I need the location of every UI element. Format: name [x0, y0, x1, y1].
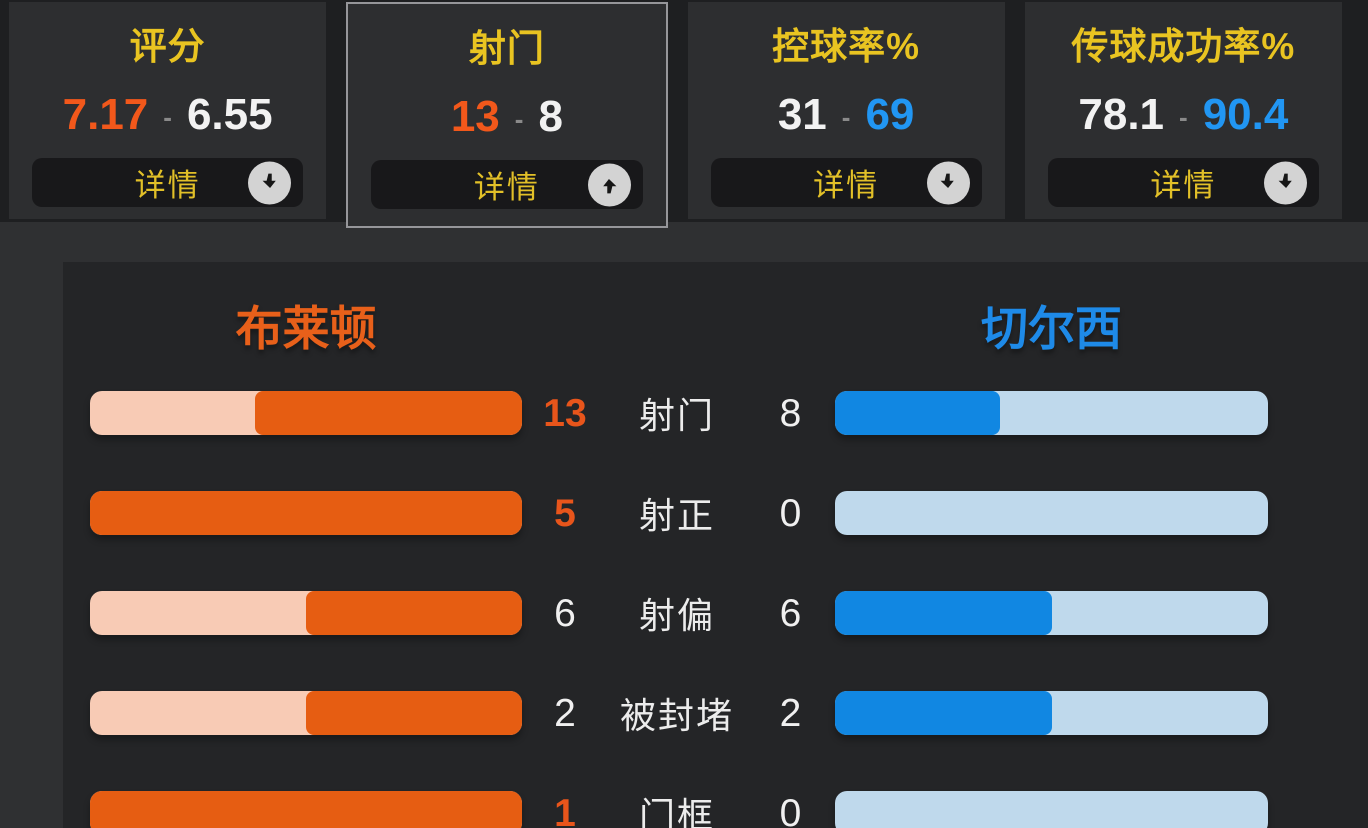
- arrow-up-icon: [587, 163, 631, 206]
- home-value: 31: [777, 90, 827, 139]
- stat-tabs-strip: 评分 7.17 - 6.55 详情 射门 13 - 8 详情 控球率% 31: [0, 0, 1368, 228]
- stat-label: 门框: [638, 795, 715, 828]
- tab-title: 射门: [468, 28, 545, 69]
- stat-label: 射正: [638, 495, 715, 536]
- value-separator: -: [163, 102, 172, 132]
- away-value: 8: [538, 92, 563, 141]
- detail-button-label: 详情: [813, 168, 880, 203]
- home-team-name: 布莱顿: [235, 302, 377, 355]
- stat-label: 射门: [638, 395, 715, 436]
- away-value: 69: [865, 90, 915, 139]
- home-stat-bar: [90, 791, 522, 828]
- detail-button[interactable]: 详情: [1047, 158, 1319, 207]
- stat-label: 射偏: [638, 595, 715, 636]
- stat-comparison-row: 5 射正 0: [63, 487, 1368, 536]
- tab-values: 31 - 69: [778, 93, 915, 137]
- detail-button-label: 详情: [473, 170, 540, 205]
- away-bar-fill: [835, 591, 1052, 635]
- home-bar-fill: [90, 491, 522, 535]
- value-separator: -: [1179, 102, 1188, 132]
- away-team-name: 切尔西: [981, 302, 1122, 355]
- detail-button[interactable]: 详情: [371, 160, 643, 209]
- home-value: 78.1: [1078, 90, 1165, 139]
- away-stat-bar: [835, 591, 1268, 635]
- tab-title: 评分: [129, 26, 206, 67]
- home-bar-fill: [254, 391, 522, 435]
- away-bar-fill: [835, 691, 1052, 735]
- shots-detail-panel: 布莱顿 切尔西 13 射门 8 5 射正 0 6 射偏 6 2 被封堵 2 1 …: [63, 262, 1368, 828]
- stat-tab-4[interactable]: 传球成功率% 78.1 - 90.4 详情: [1024, 2, 1342, 219]
- home-value: 7.17: [62, 90, 149, 139]
- stat-tab-1[interactable]: 评分 7.17 - 6.55 详情: [9, 2, 327, 219]
- arrow-down-icon: [1264, 161, 1307, 204]
- detail-button-label: 详情: [134, 168, 201, 203]
- home-stat-bar: [90, 591, 522, 635]
- detail-button-label: 详情: [1150, 168, 1217, 203]
- home-bar-fill: [90, 791, 522, 828]
- stat-tab-3[interactable]: 控球率% 31 - 69 详情: [687, 2, 1005, 219]
- detail-button[interactable]: 详情: [710, 158, 982, 207]
- away-stat-value: 8: [779, 391, 802, 435]
- away-stat-value: 2: [779, 691, 802, 735]
- tab-values: 7.17 - 6.55: [63, 93, 273, 137]
- stat-comparison-row: 2 被封堵 2: [63, 687, 1368, 736]
- away-stat-bar: [835, 791, 1268, 828]
- home-stat-bar: [90, 491, 522, 535]
- home-stat-bar: [90, 691, 522, 735]
- tab-title: 传球成功率%: [1071, 26, 1296, 67]
- home-stat-value: 2: [554, 691, 576, 735]
- tab-values: 78.1 - 90.4: [1078, 93, 1288, 137]
- stat-comparison-row: 6 射偏 6: [63, 587, 1368, 636]
- away-stat-value: 6: [779, 591, 802, 635]
- stat-comparison-row: 1 门框 0: [63, 787, 1368, 828]
- home-stat-value: 5: [554, 491, 576, 535]
- stat-comparison-row: 13 射门 8: [63, 387, 1368, 436]
- home-stat-value: 13: [543, 391, 587, 435]
- stat-tab-2[interactable]: 射门 13 - 8 详情: [346, 2, 668, 228]
- away-value: 90.4: [1202, 90, 1289, 139]
- away-stat-bar: [835, 491, 1268, 535]
- detail-button[interactable]: 详情: [32, 158, 304, 207]
- value-separator: -: [841, 102, 851, 132]
- away-bar-fill: [835, 391, 1000, 435]
- away-stat-bar: [835, 391, 1268, 435]
- away-stat-bar: [835, 691, 1268, 735]
- arrow-down-icon: [248, 161, 292, 204]
- home-bar-fill: [306, 691, 522, 735]
- stat-label: 被封堵: [619, 695, 734, 736]
- team-names-row: 布莱顿 切尔西: [63, 300, 1368, 358]
- away-stat-value: 0: [779, 791, 802, 828]
- home-value: 13: [450, 92, 500, 141]
- home-bar-fill: [306, 591, 522, 635]
- away-stat-value: 0: [779, 491, 802, 535]
- home-stat-value: 1: [554, 791, 576, 828]
- home-stat-value: 6: [554, 591, 576, 635]
- away-value: 6.55: [186, 90, 273, 139]
- home-stat-bar: [90, 391, 522, 435]
- tab-title: 控球率%: [772, 26, 921, 67]
- stat-rows: 13 射门 8 5 射正 0 6 射偏 6 2 被封堵 2 1 门框 0: [63, 387, 1368, 828]
- arrow-down-icon: [926, 161, 970, 204]
- tab-values: 13 - 8: [451, 95, 563, 139]
- value-separator: -: [514, 104, 524, 134]
